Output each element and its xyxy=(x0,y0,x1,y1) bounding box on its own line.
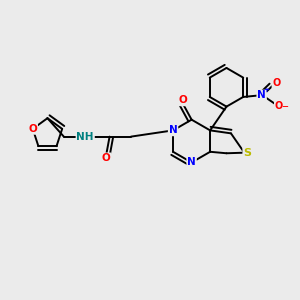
Text: O: O xyxy=(275,101,283,112)
Text: +: + xyxy=(263,87,269,93)
Text: O: O xyxy=(28,124,37,134)
Text: NH: NH xyxy=(76,132,94,142)
Text: O: O xyxy=(102,153,110,163)
Text: N: N xyxy=(169,125,178,135)
Text: N: N xyxy=(187,158,196,167)
Text: N: N xyxy=(257,91,266,100)
Text: O: O xyxy=(178,95,187,105)
Text: −: − xyxy=(281,102,288,111)
Text: O: O xyxy=(272,78,281,88)
Text: S: S xyxy=(243,148,251,158)
